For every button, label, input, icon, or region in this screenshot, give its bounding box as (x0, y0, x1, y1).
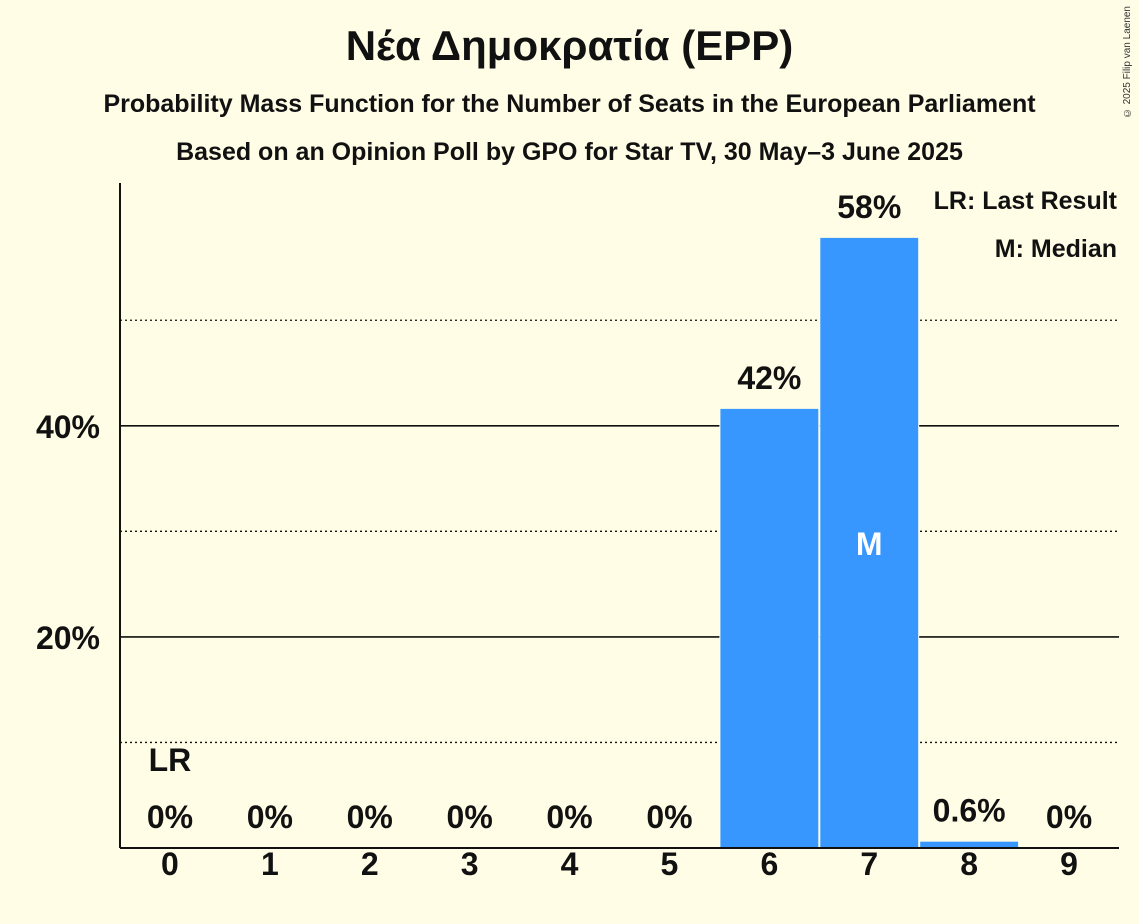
x-tick-label: 1 (261, 846, 279, 882)
data-label: 0% (347, 799, 393, 835)
median-marker: M (856, 526, 883, 562)
bars (719, 236, 1020, 848)
legend-last-result: LR: Last Result (934, 187, 1118, 215)
bar (920, 841, 1019, 848)
y-tick-label: 40% (36, 409, 100, 445)
data-label: 0% (247, 799, 293, 835)
data-label: 0% (546, 799, 592, 835)
data-label: 0% (1046, 799, 1092, 835)
data-label: 0% (447, 799, 493, 835)
chart-title: Νέα Δημοκρατία (EPP) (345, 22, 794, 69)
bar (820, 237, 919, 848)
bar (720, 408, 819, 848)
data-label: 0.6% (933, 793, 1006, 829)
x-tick-label: 2 (361, 846, 379, 882)
axes: 20% 40% 0 1 2 3 4 5 6 7 8 9 (36, 183, 1119, 882)
last-result-marker: LR (149, 742, 192, 778)
data-labels: 0% LR 0% 0% 0% 0% 0% 42% 58% M 0.6% 0% (147, 189, 1092, 835)
x-tick-label: 8 (960, 846, 978, 882)
legend-median: M: Median (995, 235, 1117, 263)
data-label: 0% (646, 799, 692, 835)
x-tick-label: 5 (661, 846, 679, 882)
data-label: 0% (147, 799, 193, 835)
x-tick-label: 9 (1060, 846, 1078, 882)
data-label: 42% (737, 360, 801, 396)
x-tick-label: 4 (561, 846, 579, 882)
chart-subtitle: Probability Mass Function for the Number… (103, 90, 1036, 118)
gridlines (120, 319, 1119, 744)
x-tick-label: 3 (461, 846, 479, 882)
x-tick-label: 7 (860, 846, 878, 882)
x-tick-label: 6 (760, 846, 778, 882)
y-tick-label: 20% (36, 620, 100, 656)
x-tick-label: 0 (161, 846, 179, 882)
chart-source: Based on an Opinion Poll by GPO for Star… (176, 138, 963, 166)
data-label: 58% (837, 189, 901, 225)
